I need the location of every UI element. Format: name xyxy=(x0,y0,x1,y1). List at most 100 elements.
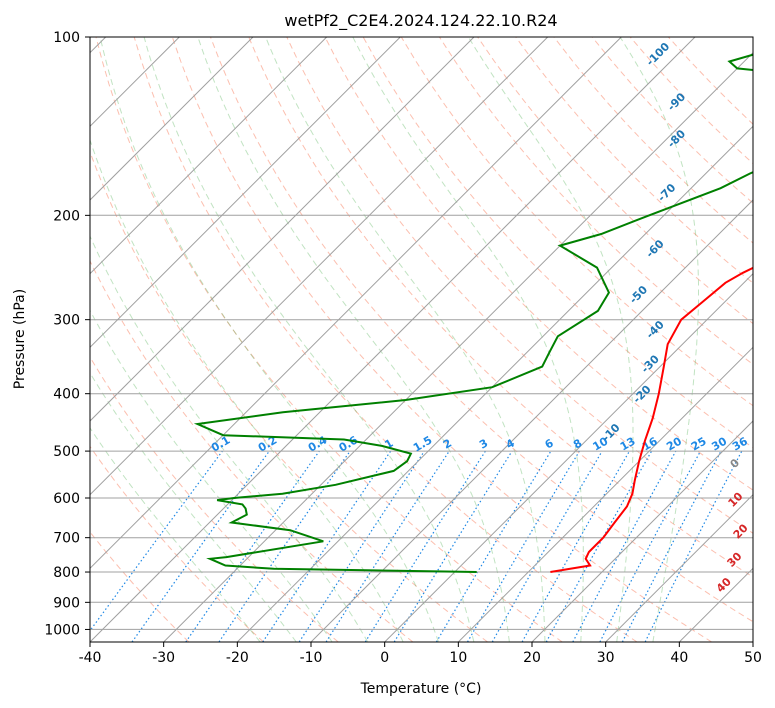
moist-adiabat xyxy=(90,371,297,642)
dry-adiabat xyxy=(90,150,488,642)
mixing-ratio-lines xyxy=(90,450,743,642)
mixing-ratio-line xyxy=(131,450,270,642)
height-label: -40 xyxy=(644,318,667,341)
mixing-ratio-line xyxy=(364,450,486,642)
y-tick-label: 600 xyxy=(53,491,80,507)
dry-adiabat xyxy=(668,37,753,125)
isotherm-line xyxy=(90,37,401,349)
mixing-ratio-line xyxy=(393,450,513,642)
dry-adiabat xyxy=(133,37,638,642)
x-tick-label: -10 xyxy=(300,650,323,666)
x-tick-label: 30 xyxy=(597,650,615,666)
y-tick-label: 400 xyxy=(53,387,80,403)
dry-adiabat xyxy=(90,531,190,642)
moist-adiabat xyxy=(90,427,261,642)
dry-adiabat xyxy=(90,259,414,642)
y-tick-label: 700 xyxy=(53,531,80,547)
y-axis-label: Pressure (hPa) xyxy=(12,289,28,389)
isotherm-line xyxy=(163,51,753,642)
mixing-ratio-line xyxy=(185,450,320,642)
isotherm-line xyxy=(531,420,753,642)
mixing-ratio-line xyxy=(435,450,552,642)
x-tick-label: 50 xyxy=(744,650,762,666)
y-tick-label: 200 xyxy=(53,208,80,224)
mixing-ratio-line xyxy=(90,450,223,632)
grid-lines xyxy=(90,37,753,642)
x-tick-label: 10 xyxy=(449,650,467,666)
isotherm-line xyxy=(90,37,622,570)
x-tick-label: -20 xyxy=(226,650,249,666)
wetbulb-label: 30 xyxy=(725,549,745,569)
moist-adiabat xyxy=(99,37,439,642)
mixing-ratio-label: 6 xyxy=(543,436,556,451)
mixing-ratio-line xyxy=(298,450,425,642)
temperature-profile xyxy=(550,266,753,573)
wetbulb-label: 20 xyxy=(731,521,751,541)
mixing-ratio-line xyxy=(572,450,677,642)
height-label: -60 xyxy=(643,237,666,260)
isotherm-line xyxy=(90,37,475,422)
dry-adiabat xyxy=(171,37,712,642)
moist-adiabat xyxy=(467,37,634,642)
x-axis-label: Temperature (°C) xyxy=(360,681,482,697)
height-label: -80 xyxy=(665,127,688,150)
isotherm-line xyxy=(90,37,549,496)
moist-adiabat xyxy=(90,138,404,642)
x-tick-label: 0 xyxy=(380,650,389,666)
height-label: -90 xyxy=(665,90,688,113)
height-label: -20 xyxy=(630,383,653,406)
moist-adiabats xyxy=(90,37,699,642)
mixing-ratio-label: 3 xyxy=(477,437,490,452)
dry-adiabats xyxy=(90,37,753,642)
dewpoint-profile xyxy=(193,53,753,573)
dry-adiabat xyxy=(286,37,753,534)
isotherm-line xyxy=(752,641,753,642)
plot-frame xyxy=(89,36,754,643)
dry-adiabat xyxy=(210,37,753,623)
plot-area: 0.1 0.2 0.4 0.6 1 1.5 2 3 4 6 8 10 13 16 20 25 30 36-100-… xyxy=(90,37,753,642)
mixing-ratio-label: 2 xyxy=(441,437,454,452)
moist-adiabat xyxy=(352,37,584,642)
isotherm-line xyxy=(310,199,753,642)
isotherm-line xyxy=(236,125,753,642)
moist-adiabat xyxy=(90,309,333,642)
x-tick-label: -40 xyxy=(79,650,102,666)
isotherm-line xyxy=(90,37,328,275)
chart-title: wetPf2_C2E4.2024.124.22.10.R24 xyxy=(284,11,557,31)
y-tick-label: 500 xyxy=(53,444,80,460)
mixing-ratio-line xyxy=(521,450,631,642)
wetbulb-label: 10 xyxy=(726,490,746,510)
moist-adiabat xyxy=(265,37,546,642)
x-axis: -40 -30 -20 -10 0 10 20 30 40 50 xyxy=(79,642,762,666)
dry-adiabat xyxy=(95,37,563,642)
mixing-ratio-label: 4 xyxy=(504,436,517,451)
mixing-ratio-line xyxy=(218,450,351,642)
isotherm-line xyxy=(90,37,696,642)
height-label: -50 xyxy=(627,283,650,306)
x-tick-label: 40 xyxy=(670,650,688,666)
mixing-ratio-line xyxy=(644,450,743,642)
y-tick-label: 900 xyxy=(53,595,80,611)
mixing-ratio-line xyxy=(262,450,392,642)
dry-adiabat xyxy=(324,37,753,491)
isotherm-line xyxy=(90,37,254,201)
isotherm-line xyxy=(457,346,753,642)
isotherm-line xyxy=(605,493,753,642)
isotherm-line xyxy=(384,272,753,642)
moist-adiabat xyxy=(619,37,699,642)
dry-adiabat xyxy=(248,37,753,578)
dry-adiabat xyxy=(591,37,753,204)
mixing-ratio-line xyxy=(325,450,450,642)
y-tick-label: 800 xyxy=(53,565,80,581)
moist-adiabat xyxy=(197,37,510,642)
wetbulb-label: 40 xyxy=(714,575,734,595)
dry-adiabat xyxy=(90,356,339,642)
y-tick-label: 100 xyxy=(53,30,80,46)
isotherm-line xyxy=(678,567,753,642)
dry-adiabat xyxy=(90,445,264,642)
wetbulb-label: 0 xyxy=(728,456,743,471)
moist-adiabat xyxy=(90,235,369,642)
x-tick-label: -30 xyxy=(152,650,175,666)
dry-adiabat xyxy=(515,37,753,284)
